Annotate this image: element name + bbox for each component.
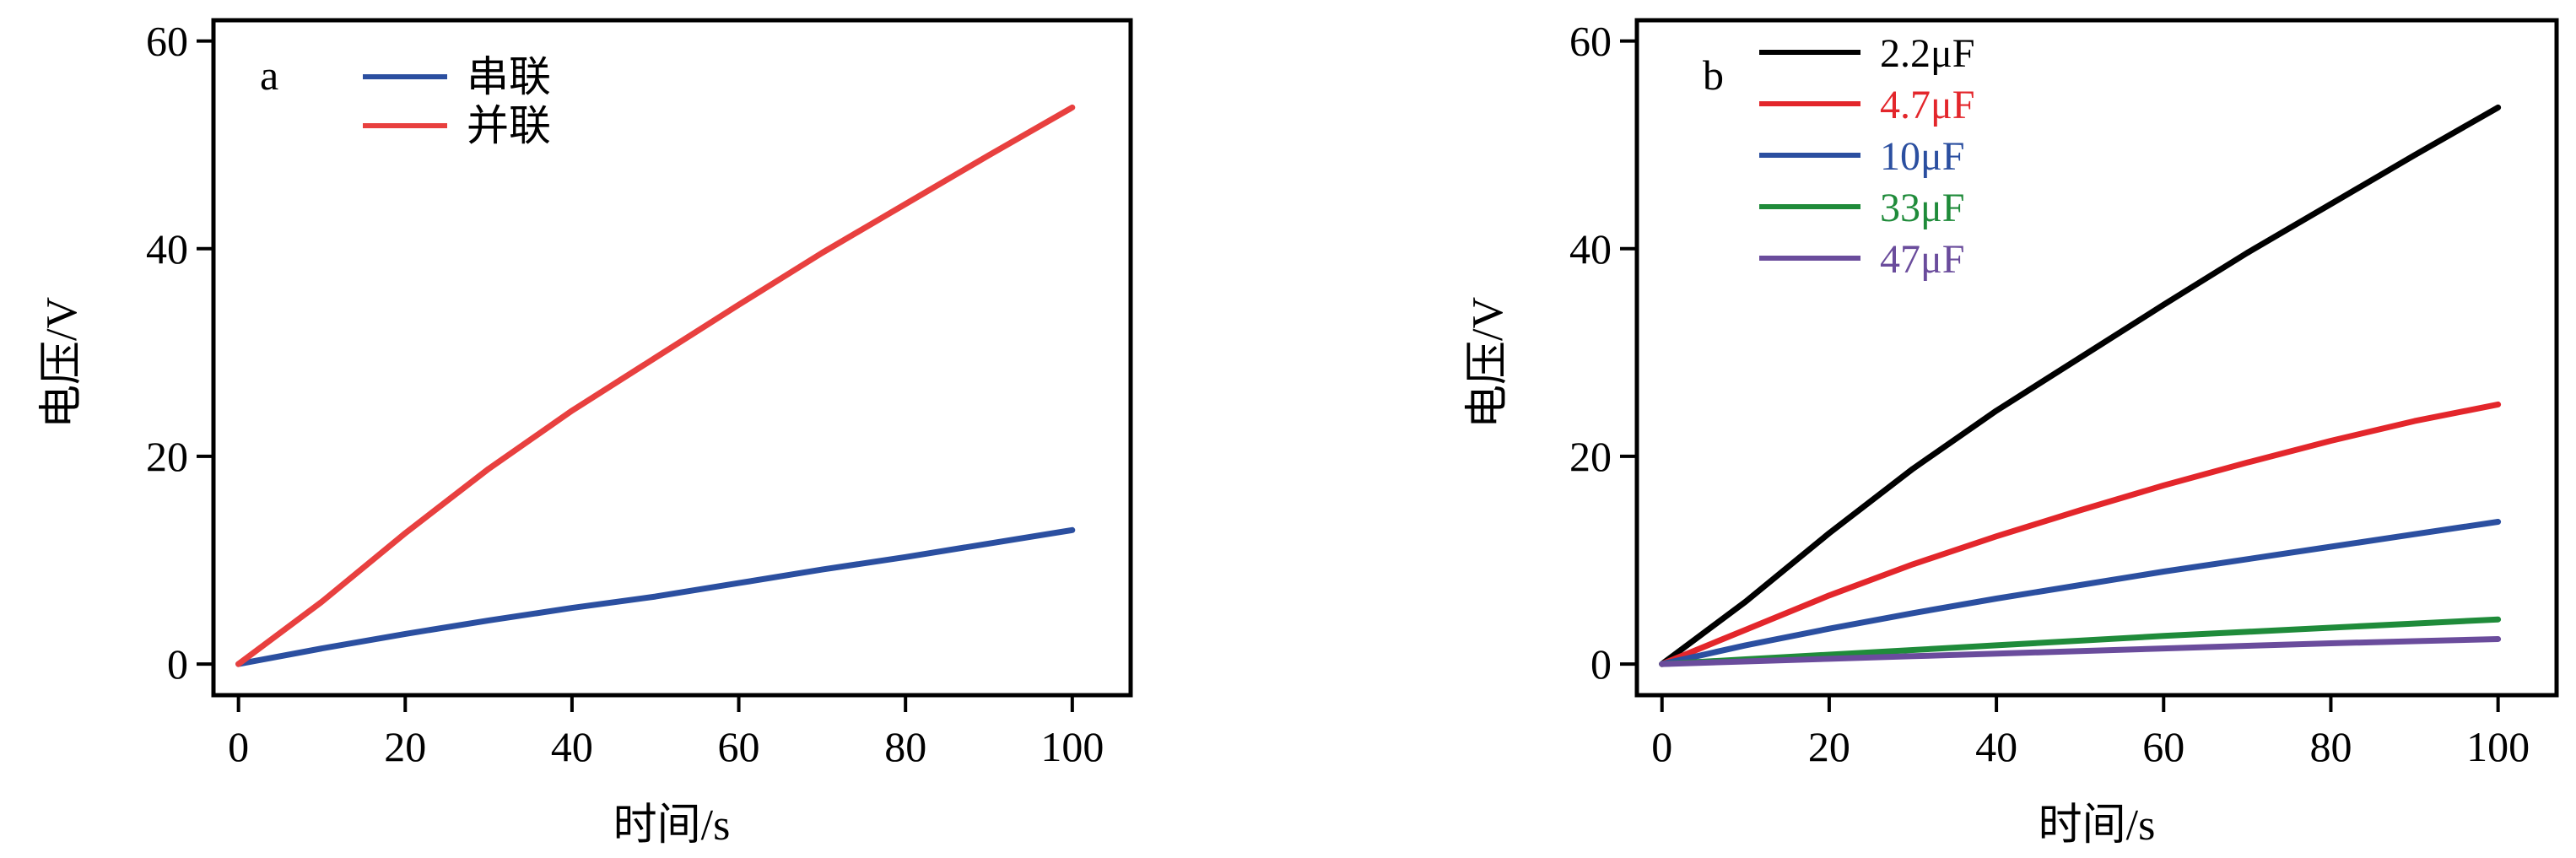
x-tick-label: 80 bbox=[2309, 723, 2352, 770]
plot-frame bbox=[1634, 18, 2559, 698]
y-tick-label: 20 bbox=[1569, 433, 1612, 480]
x-tick-label: 40 bbox=[551, 723, 593, 770]
legend-label: 47μF bbox=[1880, 237, 1964, 282]
series-line bbox=[235, 104, 1076, 667]
x-tick-label: 80 bbox=[884, 723, 926, 770]
x-tick-label: 0 bbox=[228, 723, 249, 770]
y-tick-label: 40 bbox=[1569, 225, 1612, 273]
series-line bbox=[1659, 519, 2502, 667]
y-axis-label: 电压/V bbox=[1464, 297, 1512, 429]
tick-marks bbox=[197, 39, 1074, 712]
tick-labels: 0 20 40 60 80 100 0 20 40 60 bbox=[146, 18, 1104, 770]
legend-label: 2.2μF bbox=[1880, 31, 1974, 76]
y-tick-label: 60 bbox=[146, 18, 188, 65]
y-tick-label: 60 bbox=[1569, 18, 1612, 65]
x-tick-label: 40 bbox=[1975, 723, 2017, 770]
x-tick-label: 100 bbox=[2466, 723, 2530, 770]
y-tick-label: 0 bbox=[167, 640, 188, 688]
plot-frame bbox=[211, 18, 1133, 698]
panel-label: b bbox=[1703, 51, 1724, 99]
legend-label: 4.7μF bbox=[1880, 83, 1974, 127]
x-tick-label: 20 bbox=[1808, 723, 1850, 770]
tick-labels: 0 20 40 60 80 100 0 20 40 60 bbox=[1569, 18, 2530, 770]
y-axis-label: 电压/V bbox=[38, 297, 86, 429]
legend-label: 10μF bbox=[1880, 134, 1964, 179]
legend-label: 并联 bbox=[467, 102, 551, 149]
series-line bbox=[1659, 401, 2502, 667]
series-layer bbox=[235, 104, 1076, 667]
x-tick-label: 20 bbox=[384, 723, 426, 770]
x-axis-label: 时间/s bbox=[2039, 801, 2156, 850]
series-line bbox=[1659, 636, 2502, 667]
x-tick-label: 60 bbox=[718, 723, 760, 770]
x-axis-label: 时间/s bbox=[613, 801, 731, 850]
series-line bbox=[1659, 616, 2502, 667]
y-tick-label: 40 bbox=[146, 225, 188, 273]
y-tick-label: 0 bbox=[1590, 640, 1612, 688]
tick-marks bbox=[1620, 39, 2500, 712]
legend: 2.2μF 4.7μF 10μF 33μF 47μF bbox=[1759, 31, 1974, 282]
series-line bbox=[1659, 104, 2502, 667]
x-tick-label: 100 bbox=[1040, 723, 1104, 770]
legend-label: 串联 bbox=[467, 53, 551, 100]
legend-label: 33μF bbox=[1880, 186, 1964, 230]
series-line bbox=[235, 526, 1076, 667]
x-tick-label: 60 bbox=[2142, 723, 2184, 770]
chart-panel-b: 0 20 40 60 80 100 0 20 40 60 2.2μF 4.7μF 10μF 33μF 47… bbox=[1464, 18, 2559, 850]
series-layer bbox=[1659, 104, 2502, 667]
panel-label: a bbox=[260, 51, 278, 99]
y-tick-label: 20 bbox=[146, 433, 188, 480]
x-tick-label: 0 bbox=[1651, 723, 1672, 770]
